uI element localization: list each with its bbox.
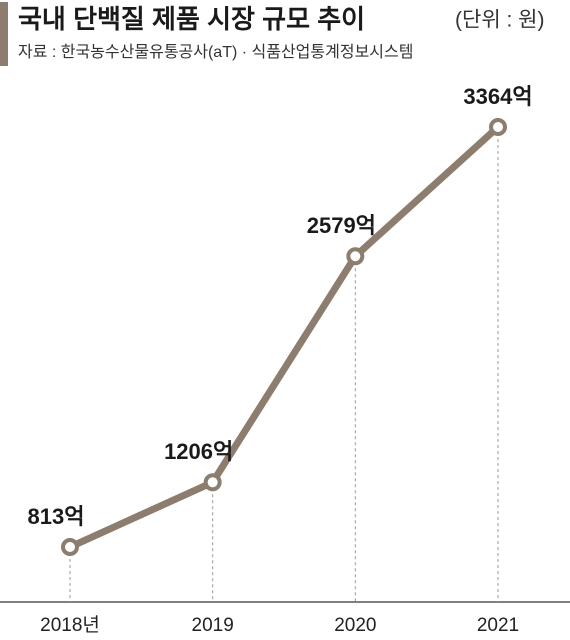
source-note: 자료 : 한국농수산물유통공사(aT) · 식품산업통계정보시스템 (18, 43, 413, 61)
line (66, 123, 502, 551)
chart-title: 국내 단백질 제품 시장 규모 추이 (18, 4, 365, 34)
title-bar (0, 2, 8, 66)
x-tick-label: 2021 (477, 615, 519, 636)
value-label: 2579억 (307, 213, 376, 238)
unit-label: (단위 : 원) (455, 9, 544, 32)
x-tick-label: 2018년 (40, 614, 100, 636)
point-marker (203, 473, 222, 492)
x-tick-label: 2020 (334, 615, 376, 636)
value-label: 1206억 (164, 439, 233, 464)
value-label: 3364억 (463, 84, 532, 109)
point-marker (346, 247, 365, 266)
point-marker (61, 538, 79, 556)
point-marker (489, 118, 507, 136)
x-tick-label: 2019 (192, 615, 234, 636)
value-label: 813억 (28, 504, 85, 529)
